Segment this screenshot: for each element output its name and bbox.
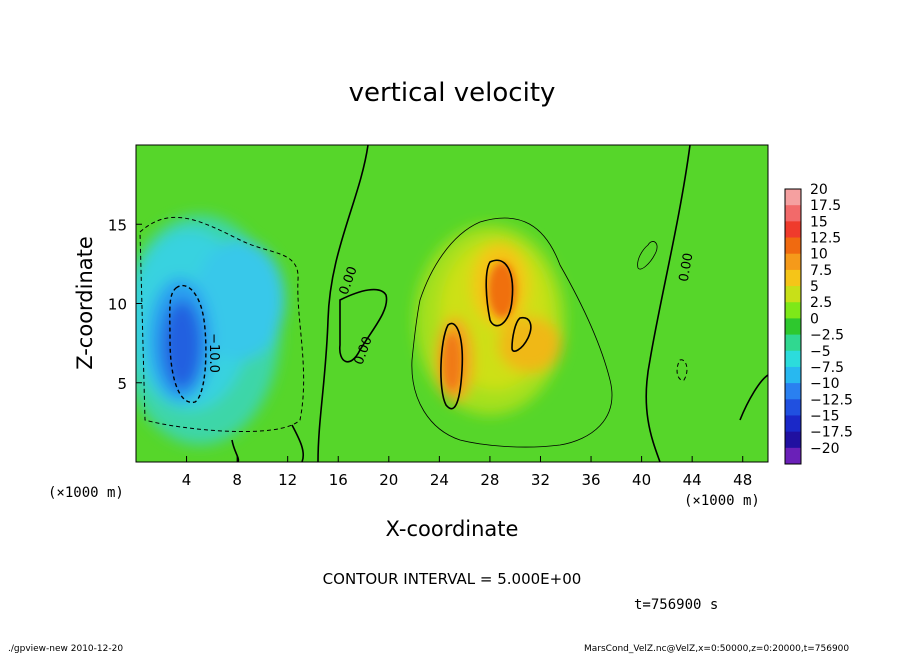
colorbar-label: 15 (810, 214, 828, 230)
colorbar-label: −2.5 (810, 328, 844, 344)
footer-left: ./gpview-new 2010-12-20 (8, 644, 123, 654)
colorbar-label: 17.5 (810, 198, 841, 214)
footer-right: MarsCond_VelZ.nc@VelZ,x=0:50000,z=0:2000… (584, 644, 849, 654)
chart-title: vertical velocity (349, 78, 556, 108)
colorbar-swatch (785, 318, 801, 336)
y-axis-label: Z-coordinate (73, 236, 97, 370)
x-tick-label: 32 (531, 471, 550, 489)
colorbar-swatch (785, 205, 801, 222)
colorbar-swatch (785, 286, 801, 303)
x-tick-label: 48 (733, 471, 752, 489)
x-axis-label: X-coordinate (386, 517, 519, 541)
colorbar-swatch (785, 431, 801, 449)
colorbar-swatch (785, 189, 801, 206)
x-tick-label: 4 (182, 471, 192, 489)
contour-label: −10.0 (206, 333, 221, 373)
contour-interval-text: CONTOUR INTERVAL = 5.000E+00 (323, 570, 582, 588)
colorbar-swatch (785, 302, 801, 319)
colorbar-swatch (785, 221, 801, 239)
colorbar-label: −7.5 (810, 360, 844, 376)
heatmap-field (136, 145, 768, 462)
colorbar-swatch (785, 334, 801, 352)
x-tick-label: 16 (329, 471, 348, 489)
colorbar: 2017.51512.5107.552.50−2.5−5−7.5−10−12.5… (784, 182, 853, 465)
colorbar-label: −10 (810, 376, 840, 392)
x-tick-label: 24 (430, 471, 449, 489)
x-tick-label: 12 (278, 471, 297, 489)
colorbar-frame (784, 188, 802, 465)
colorbar-label: 2.5 (810, 295, 832, 311)
colorbar-label: 20 (810, 182, 828, 198)
colorbar-swatch (785, 399, 801, 416)
colorbar-swatch (785, 383, 801, 400)
colorbar-label: 0 (810, 311, 819, 327)
colorbar-swatch (785, 350, 801, 368)
x-tick-label: 28 (480, 471, 499, 489)
x-tick-label: 36 (581, 471, 600, 489)
x-tick-label: 8 (232, 471, 242, 489)
y-unit-label: (×1000 m) (684, 493, 760, 509)
colorbar-label: 10 (810, 247, 828, 263)
colorbar-label: −15 (810, 408, 840, 424)
colorbar-label: −17.5 (810, 425, 853, 441)
colorbar-swatch (785, 447, 801, 465)
colorbar-swatch (785, 237, 801, 255)
y-tick-label: 5 (117, 375, 127, 393)
colorbar-swatch (785, 253, 801, 271)
x-tick-label: 44 (683, 471, 702, 489)
colorbar-swatch (785, 366, 801, 384)
y-tick-label: 15 (108, 216, 127, 234)
colorbar-label: 7.5 (810, 263, 832, 279)
y-tick-label: 10 (108, 296, 127, 314)
x-tick-label: 40 (632, 471, 651, 489)
time-label: t=756900 s (634, 597, 718, 613)
x-tick-label: 20 (379, 471, 398, 489)
colorbar-label: −12.5 (810, 392, 853, 408)
colorbar-swatch (785, 269, 801, 287)
colorbar-label: −20 (810, 441, 840, 457)
colorbar-label: −5 (810, 344, 831, 360)
colorbar-label: 5 (810, 279, 819, 295)
colorbar-label: 12.5 (810, 231, 841, 247)
colorbar-swatch (785, 415, 801, 433)
contour-label: 0.00 (677, 252, 697, 283)
x-unit-label: (×1000 m) (48, 485, 124, 501)
